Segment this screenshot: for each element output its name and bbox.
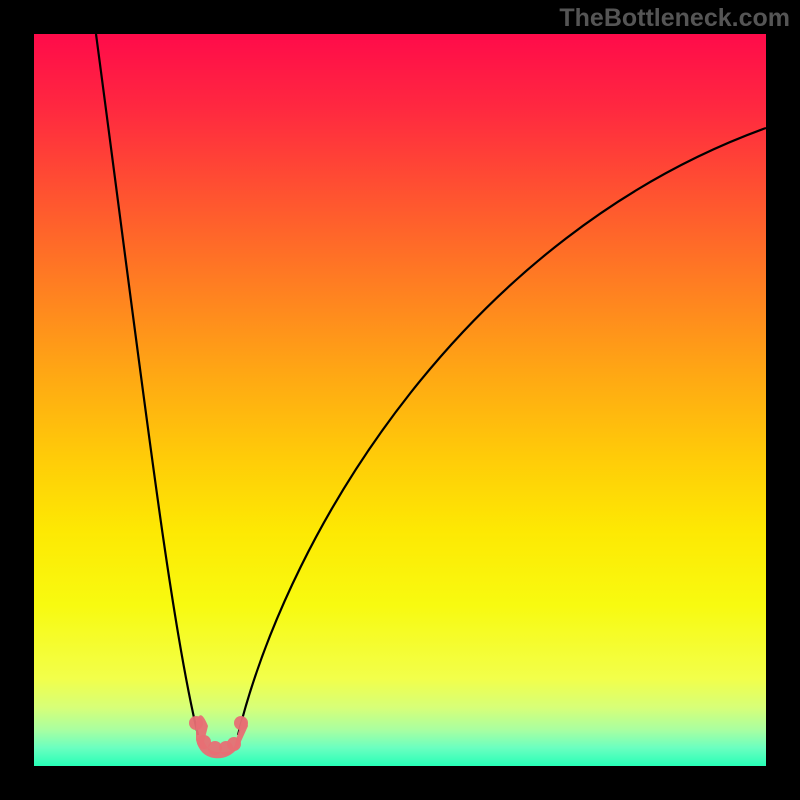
watermark-text: TheBottleneck.com xyxy=(559,4,790,33)
plot-gradient-area xyxy=(34,34,766,766)
chart-container: TheBottleneck.com xyxy=(0,0,800,800)
